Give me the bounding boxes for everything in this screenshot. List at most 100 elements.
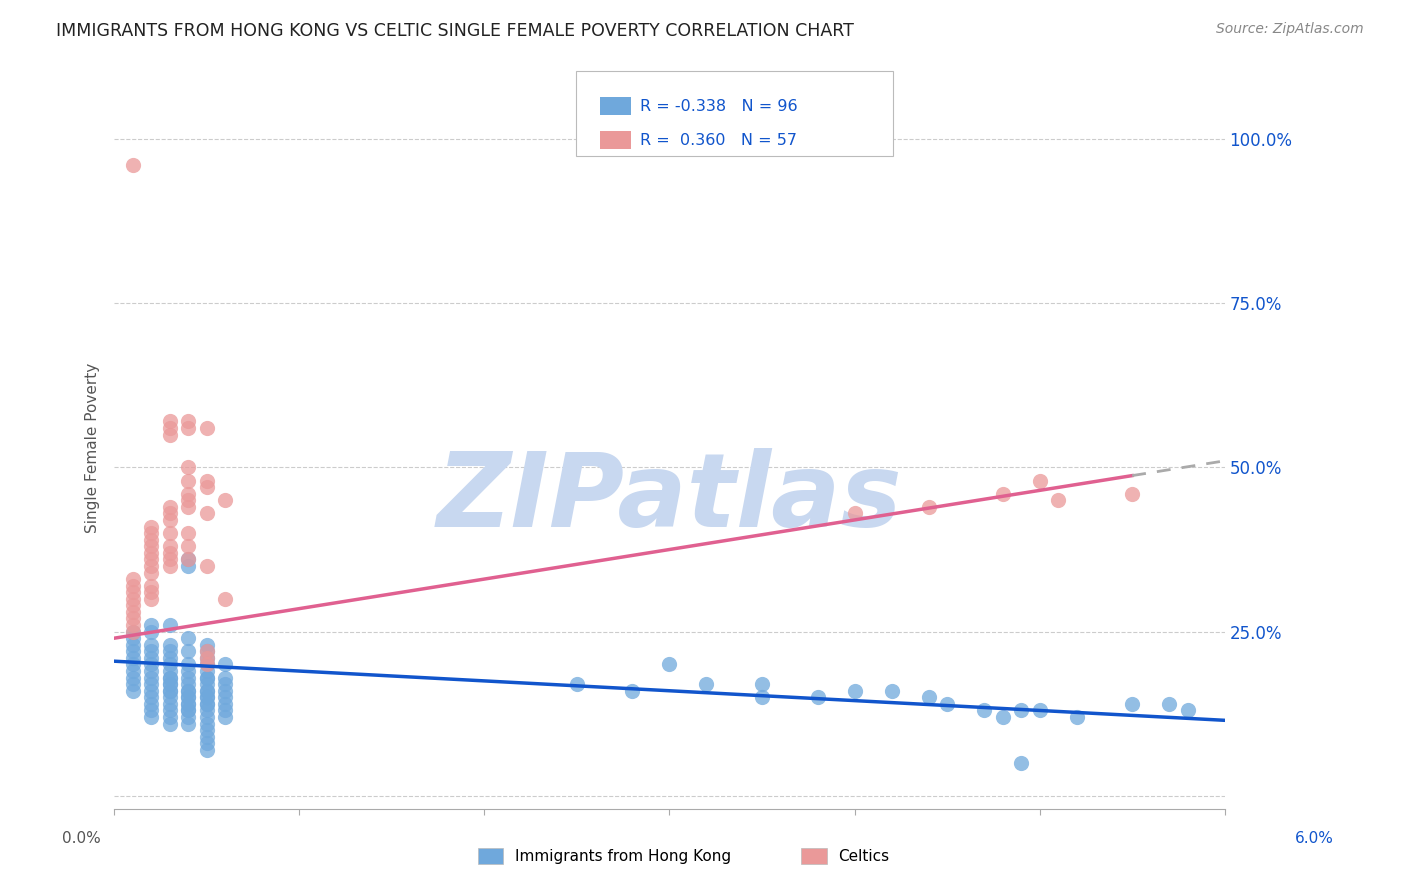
Point — [195, 710, 218, 724]
Point — [195, 651, 218, 665]
Point — [1047, 493, 1070, 508]
Point — [121, 657, 143, 672]
Point — [159, 657, 181, 672]
Point — [177, 683, 200, 698]
Point — [214, 683, 236, 698]
Point — [973, 703, 995, 717]
Point — [195, 657, 218, 672]
Point — [159, 546, 181, 560]
Point — [141, 558, 163, 573]
Point — [141, 638, 163, 652]
Point — [121, 605, 143, 619]
Point — [195, 683, 218, 698]
Point — [195, 736, 218, 750]
Point — [159, 539, 181, 553]
Point — [177, 703, 200, 717]
Point — [695, 677, 717, 691]
Point — [195, 644, 218, 658]
Point — [159, 414, 181, 428]
Point — [177, 703, 200, 717]
Point — [195, 664, 218, 678]
Point — [159, 697, 181, 711]
Text: Celtics: Celtics — [838, 849, 889, 863]
Point — [159, 683, 181, 698]
Point — [121, 624, 143, 639]
Point — [195, 697, 218, 711]
Point — [177, 697, 200, 711]
Point — [141, 618, 163, 632]
Point — [159, 507, 181, 521]
Point — [121, 638, 143, 652]
Point — [806, 690, 828, 705]
Point — [141, 657, 163, 672]
Point — [121, 585, 143, 599]
Point — [991, 710, 1014, 724]
Point — [141, 539, 163, 553]
Point — [195, 690, 218, 705]
Point — [141, 585, 163, 599]
Point — [195, 657, 218, 672]
Point — [195, 651, 218, 665]
Point — [159, 683, 181, 698]
Point — [141, 703, 163, 717]
Point — [177, 690, 200, 705]
Point — [936, 697, 959, 711]
Point — [141, 644, 163, 658]
Point — [141, 710, 163, 724]
Point — [141, 533, 163, 547]
Point — [214, 697, 236, 711]
Point — [177, 657, 200, 672]
Point — [121, 572, 143, 586]
Point — [121, 644, 143, 658]
Point — [917, 690, 939, 705]
Point — [141, 591, 163, 606]
Point — [1028, 474, 1050, 488]
Point — [141, 546, 163, 560]
Point — [159, 526, 181, 541]
Point — [159, 703, 181, 717]
Point — [121, 671, 143, 685]
Point — [195, 690, 218, 705]
Point — [121, 579, 143, 593]
Point — [177, 414, 200, 428]
Point — [141, 624, 163, 639]
Point — [1121, 486, 1143, 500]
Point — [141, 579, 163, 593]
Point — [141, 526, 163, 541]
Point — [195, 558, 218, 573]
Point — [1121, 697, 1143, 711]
Point — [214, 657, 236, 672]
Point — [159, 644, 181, 658]
Y-axis label: Single Female Poverty: Single Female Poverty — [86, 362, 100, 533]
Point — [121, 591, 143, 606]
Text: 0.0%: 0.0% — [62, 831, 101, 847]
Point — [1159, 697, 1181, 711]
Point — [159, 552, 181, 566]
Point — [214, 677, 236, 691]
Point — [177, 460, 200, 475]
Point — [195, 671, 218, 685]
Point — [121, 631, 143, 645]
Point — [177, 664, 200, 678]
Point — [141, 651, 163, 665]
Text: Source: ZipAtlas.com: Source: ZipAtlas.com — [1216, 22, 1364, 37]
Point — [121, 611, 143, 625]
Point — [1066, 710, 1088, 724]
Point — [141, 566, 163, 580]
Point — [159, 677, 181, 691]
Point — [195, 730, 218, 744]
Text: IMMIGRANTS FROM HONG KONG VS CELTIC SINGLE FEMALE POVERTY CORRELATION CHART: IMMIGRANTS FROM HONG KONG VS CELTIC SING… — [56, 22, 853, 40]
Point — [195, 743, 218, 757]
Text: Immigrants from Hong Kong: Immigrants from Hong Kong — [515, 849, 731, 863]
Point — [141, 519, 163, 533]
Point — [214, 710, 236, 724]
Point — [621, 683, 644, 698]
Point — [177, 710, 200, 724]
Point — [751, 677, 773, 691]
Point — [141, 552, 163, 566]
Point — [1028, 703, 1050, 717]
Point — [141, 671, 163, 685]
Point — [141, 697, 163, 711]
Point — [214, 493, 236, 508]
Point — [195, 507, 218, 521]
